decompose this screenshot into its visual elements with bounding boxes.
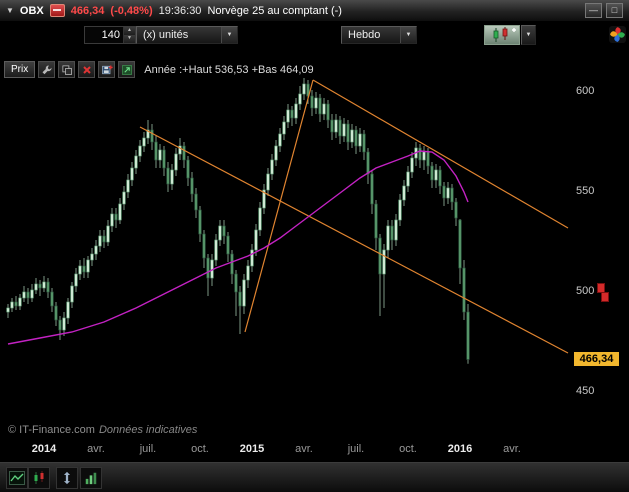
chart-style-button[interactable] bbox=[484, 25, 520, 45]
x-axis-label: oct. bbox=[399, 443, 417, 455]
y-axis-label: 600 bbox=[576, 85, 595, 97]
app-logo-icon bbox=[609, 26, 626, 43]
minimize-button[interactable]: — bbox=[585, 3, 602, 18]
candlestick-style-icon[interactable] bbox=[28, 467, 50, 489]
x-axis-label: 2014 bbox=[31, 443, 57, 455]
close-icon[interactable] bbox=[78, 61, 96, 78]
spinner-up-icon[interactable]: ▲ bbox=[124, 27, 135, 35]
period-unit-dropdown[interactable]: (x) unités ▼ bbox=[136, 26, 238, 44]
year-stats-label: Année :+Haut 536,53 +Bas 464,09 bbox=[144, 63, 314, 76]
window-buttons: — □ bbox=[585, 3, 623, 18]
chart-style-dropdown-arrow-icon[interactable]: ▼ bbox=[521, 25, 536, 45]
timeframe-dropdown-arrow-icon[interactable]: ▼ bbox=[400, 27, 416, 43]
watermark: © IT-Finance.com Données indicatives bbox=[8, 424, 197, 436]
pane-header: Prix Année :+Haut 536,53 +Bas 464,09 bbox=[4, 61, 314, 78]
x-axis-label: avr. bbox=[87, 443, 105, 455]
timeframe-dropdown[interactable]: Hebdo ▼ bbox=[341, 26, 417, 44]
watermark-credit: © IT-Finance.com bbox=[8, 424, 95, 436]
maximize-button[interactable]: □ bbox=[606, 3, 623, 18]
chevron-down-icon[interactable]: ▼ bbox=[6, 6, 14, 15]
quote-time: 19:36:30 bbox=[158, 4, 202, 17]
last-price: 466,34 bbox=[70, 4, 105, 17]
vertical-scale-icon[interactable] bbox=[56, 467, 78, 489]
x-axis-label: 2016 bbox=[447, 443, 473, 455]
copy-icon[interactable] bbox=[58, 61, 76, 78]
candle-style-icon bbox=[493, 27, 516, 42]
period-count-spinner[interactable]: 140 ▲ ▼ bbox=[84, 26, 136, 44]
y-axis-label: 500 bbox=[576, 285, 595, 297]
spinner-arrows: ▲ ▼ bbox=[123, 27, 135, 43]
timeframe-value: Hebdo bbox=[348, 29, 381, 41]
y-axis-label: 550 bbox=[576, 185, 595, 197]
x-axis-label: 2015 bbox=[239, 443, 265, 455]
symbol-label: OBX bbox=[19, 4, 44, 17]
period-unit-dropdown-arrow-icon[interactable]: ▼ bbox=[221, 27, 237, 43]
x-axis-label: avr. bbox=[295, 443, 313, 455]
instrument-flag-icon bbox=[49, 4, 65, 17]
chart-toolbar: 140 ▲ ▼ (x) unités ▼ Hebdo ▼ ▼ bbox=[0, 22, 629, 48]
alert-marker-icon[interactable] bbox=[601, 292, 609, 302]
y-axis-label: 450 bbox=[576, 385, 595, 397]
x-axis-label: juil. bbox=[139, 443, 157, 455]
last-price-tag: 466,34 bbox=[574, 352, 619, 367]
x-axis-label: avr. bbox=[503, 443, 521, 455]
export-icon[interactable] bbox=[118, 61, 136, 78]
chart-area: Prix Année :+Haut 536,53 +Bas 464,09 466… bbox=[0, 48, 629, 462]
period-unit-value: (x) unités bbox=[143, 29, 189, 41]
x-axis-label: oct. bbox=[191, 443, 209, 455]
price-change: (-0,48%) bbox=[110, 4, 153, 17]
price-chart[interactable] bbox=[4, 60, 572, 440]
pane-label[interactable]: Prix bbox=[4, 61, 36, 78]
save-icon[interactable] bbox=[98, 61, 116, 78]
x-axis-label: juil. bbox=[347, 443, 365, 455]
histogram-icon[interactable] bbox=[80, 467, 102, 489]
bottom-toolbar: ◄ ► bbox=[0, 462, 629, 492]
instrument-name: Norvège 25 au comptant (-) bbox=[207, 4, 342, 17]
line-chart-icon[interactable] bbox=[6, 467, 28, 489]
spinner-down-icon[interactable]: ▼ bbox=[124, 35, 135, 43]
title-bar: ▼ OBX 466,34 (-0,48%) 19:36:30 Norvège 2… bbox=[0, 0, 629, 22]
period-count-value[interactable]: 140 bbox=[101, 29, 120, 41]
wrench-icon[interactable] bbox=[38, 61, 56, 78]
watermark-note: Données indicatives bbox=[98, 424, 198, 436]
